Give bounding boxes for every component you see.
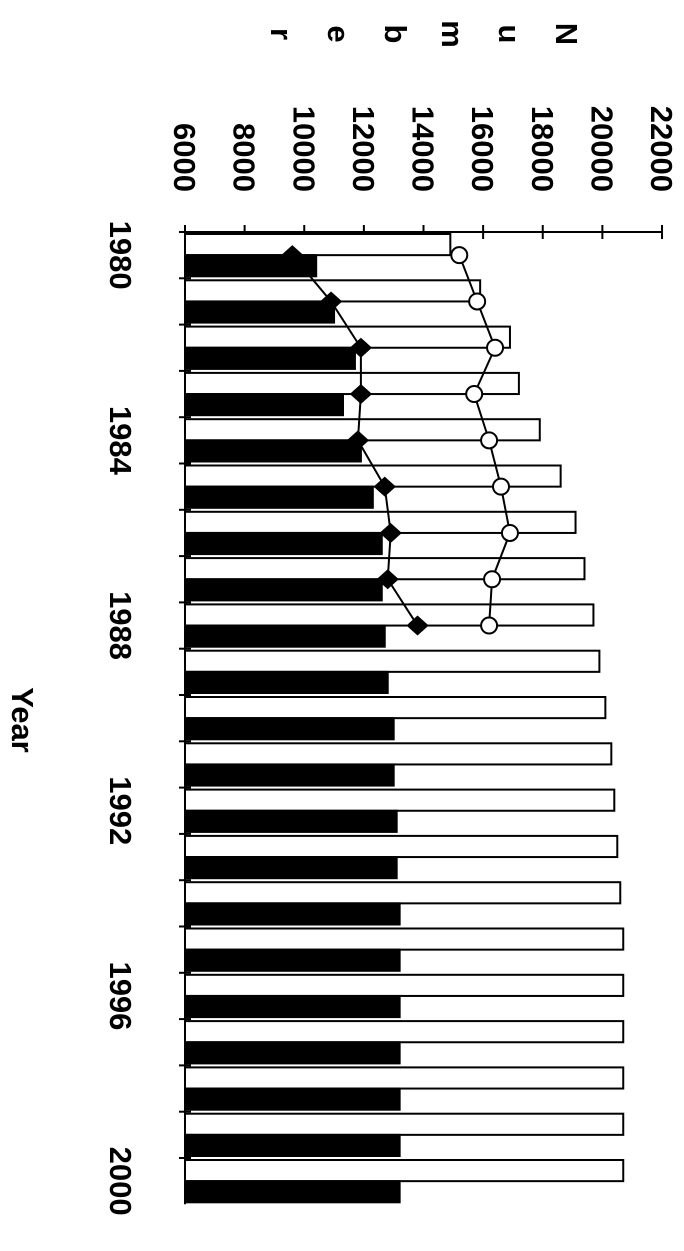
bar <box>184 994 401 1019</box>
marker <box>483 570 502 589</box>
bar <box>184 346 356 370</box>
x-tick-label: 1980 <box>103 221 138 290</box>
bar <box>184 485 374 509</box>
bar <box>184 809 398 833</box>
bar <box>184 670 389 694</box>
marker <box>450 246 469 265</box>
y-tick-label: 16000 <box>465 106 500 192</box>
marker <box>480 431 499 450</box>
marker <box>486 338 505 357</box>
bar <box>183 254 318 278</box>
y-tick-label: 22000 <box>644 106 679 192</box>
y-tick-label: 20000 <box>584 106 619 192</box>
marker <box>319 291 343 312</box>
bar <box>184 973 625 997</box>
bar <box>184 300 336 324</box>
bar <box>184 763 395 787</box>
bar <box>184 788 616 812</box>
bar <box>184 927 625 951</box>
bar <box>184 834 619 859</box>
marker <box>349 337 373 358</box>
bar <box>184 902 401 926</box>
bar <box>184 649 601 673</box>
bar <box>184 948 401 972</box>
marker <box>373 476 396 497</box>
marker <box>500 523 519 542</box>
y-tick-label: 12000 <box>346 106 381 192</box>
y-tick-label: 14000 <box>406 106 441 192</box>
bar <box>184 717 395 741</box>
x-axis-title: Year <box>5 687 40 753</box>
bar <box>184 1159 625 1183</box>
bar <box>184 531 383 556</box>
bar <box>184 233 452 257</box>
x-tick-label: 1988 <box>103 591 138 660</box>
bar <box>184 1112 625 1136</box>
marker <box>379 522 402 543</box>
x-tick-label: 1984 <box>103 406 138 476</box>
marker <box>376 569 399 590</box>
bar <box>184 578 383 602</box>
bar <box>183 439 362 463</box>
bar <box>184 624 386 648</box>
bar <box>183 696 607 720</box>
marker <box>406 615 429 636</box>
y-tick-label: 6000 <box>167 123 202 192</box>
marker <box>480 616 499 635</box>
y-tick-label: 10000 <box>286 106 321 192</box>
y-tick-label: 8000 <box>227 123 262 192</box>
marker <box>346 430 370 451</box>
marker <box>465 385 484 404</box>
bar <box>184 1020 625 1044</box>
bar <box>183 742 613 766</box>
bar <box>184 603 595 627</box>
plot: Number Year 6000 8000 10000 12000 14000 16000… <box>5 17 679 1216</box>
bar <box>184 1087 401 1111</box>
bar <box>184 1066 625 1090</box>
x-tick-label: 1992 <box>103 776 138 845</box>
bar <box>184 856 398 880</box>
marker <box>468 292 487 311</box>
bar <box>184 325 511 349</box>
bar <box>184 393 345 417</box>
x-tick-label: 2000 <box>103 1147 138 1216</box>
y-axis-title: Number <box>242 17 584 52</box>
bar <box>184 1180 401 1204</box>
bar <box>184 1041 401 1065</box>
bar <box>184 1133 401 1157</box>
marker <box>281 245 304 266</box>
y-tick-label: 18000 <box>525 106 560 192</box>
marker <box>492 477 511 496</box>
bar <box>183 881 622 905</box>
marker <box>349 384 373 405</box>
x-tick-label: 1996 <box>103 961 138 1030</box>
